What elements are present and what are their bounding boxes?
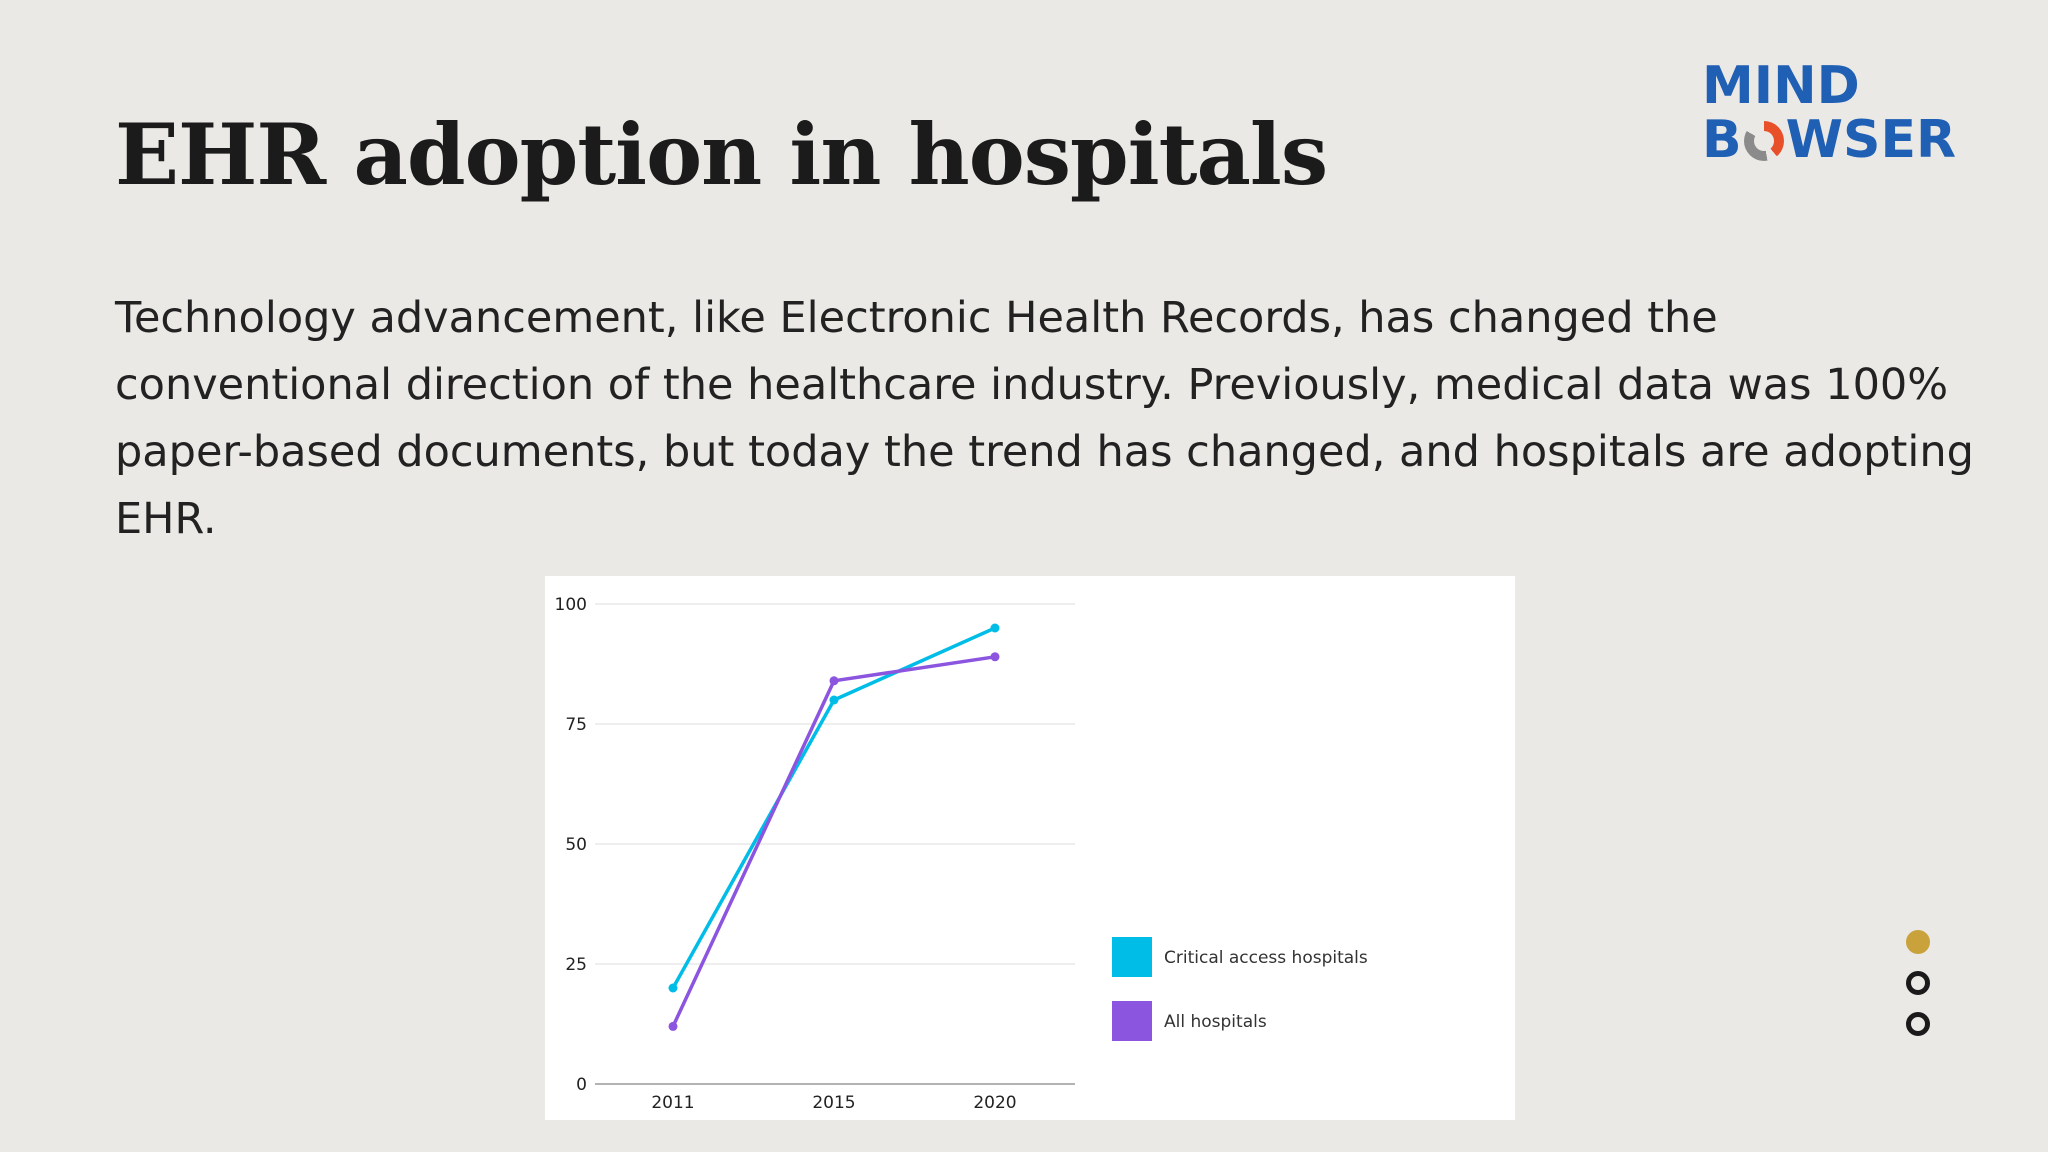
y-tick-label: 0 xyxy=(576,1075,587,1095)
x-tick-label: 2011 xyxy=(651,1093,694,1113)
chart-series xyxy=(668,623,1000,1031)
slide-body-text: Technology advancement, like Electronic … xyxy=(115,293,1974,544)
chart-legend: Critical access hospitals All hospitals xyxy=(1112,937,1368,1041)
legend-swatch xyxy=(1112,1001,1152,1041)
series-line-1 xyxy=(671,655,997,1029)
slide-nav-dot[interactable] xyxy=(1906,930,1930,954)
logo-letter-b: B xyxy=(1702,110,1742,170)
series-point xyxy=(829,676,839,686)
chart-grid xyxy=(595,603,1075,1085)
y-tick-label: 25 xyxy=(565,955,587,975)
y-tick-label: 75 xyxy=(565,715,587,735)
logo-line-1: MIND xyxy=(1702,56,1860,116)
legend-swatch xyxy=(1112,937,1152,977)
slide-nav-dot[interactable] xyxy=(1906,971,1930,995)
series-point xyxy=(668,983,678,993)
chart-axes: 0 25 50 75 100 2011 2015 2020 xyxy=(555,595,1017,1113)
logo-swirl-icon xyxy=(1743,121,1784,161)
line-chart: 0 25 50 75 100 2011 2015 2020 Critical access h… xyxy=(555,595,1368,1113)
y-tick-label: 50 xyxy=(565,835,587,855)
slide-nav-dots xyxy=(1906,930,1932,1053)
chart-card: 0 25 50 75 100 2011 2015 2020 Critical access h… xyxy=(545,576,1515,1120)
series-point xyxy=(990,623,1000,633)
mindbowser-logo: MIND B WSER xyxy=(1702,60,1998,166)
slide-title: EHR adoption in hospitals xyxy=(115,105,1328,204)
series-point xyxy=(990,652,1000,662)
slide-nav-dot[interactable] xyxy=(1906,1012,1930,1036)
x-tick-label: 2015 xyxy=(812,1093,855,1113)
logo-letters-wser: WSER xyxy=(1785,110,1957,170)
series-point xyxy=(668,1021,678,1031)
y-tick-label: 100 xyxy=(555,595,587,615)
legend-label: Critical access hospitals xyxy=(1164,948,1368,968)
logo-line-2: B WSER xyxy=(1702,114,1998,166)
x-tick-label: 2020 xyxy=(973,1093,1016,1113)
series-point xyxy=(829,695,839,705)
legend-label: All hospitals xyxy=(1164,1012,1267,1032)
